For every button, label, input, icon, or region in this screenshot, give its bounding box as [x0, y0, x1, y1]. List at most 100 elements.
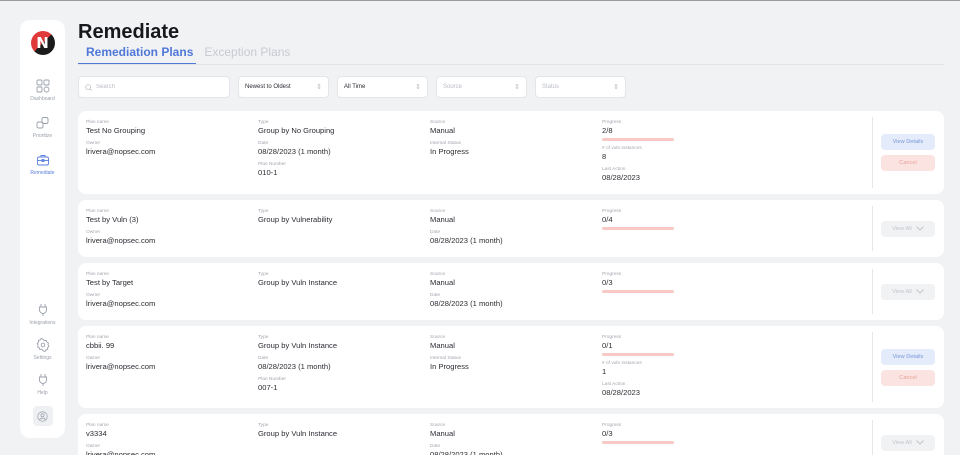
search-box[interactable]	[78, 76, 230, 98]
sort-select[interactable]: Newest to Oldest ⇕	[238, 76, 329, 98]
plan-name: Test by Vuln (3)	[86, 215, 139, 224]
sidebar-item-help[interactable]: Help	[20, 373, 65, 396]
plan-number: 010-1	[258, 168, 278, 177]
sidebar-item-settings[interactable]: Settings	[20, 338, 65, 361]
plan-card: Plan name cbbii. 99 Owner lrivera@nopsec.c…	[78, 326, 944, 408]
card-divider	[872, 332, 873, 402]
progress-bar	[602, 353, 674, 356]
field-label: Owner	[86, 293, 101, 298]
sidebar-item-label: Integrations	[29, 320, 56, 326]
select-arrows-icon: ⇕	[415, 84, 421, 91]
status-select-placeholder: Status	[542, 84, 560, 90]
card-actions: View All	[878, 414, 938, 455]
plan-type: Group by No Grouping	[258, 126, 335, 135]
select-arrows-icon: ⇕	[514, 84, 520, 91]
select-arrows-icon: ⇕	[316, 84, 322, 91]
progress-bar	[602, 441, 674, 444]
sidebar-item-label: Dashboard	[30, 96, 55, 102]
chevron-down-icon	[915, 440, 924, 445]
view-details-button[interactable]: View Details	[881, 134, 935, 150]
plug-icon	[38, 304, 47, 316]
sidebar-item-label: Prioritize	[32, 133, 53, 139]
card-divider	[872, 206, 873, 251]
field-label: Type	[258, 209, 269, 214]
user-avatar-button[interactable]	[32, 406, 53, 426]
sidebar-item-prioritize[interactable]: Prioritize	[20, 116, 65, 139]
progress-bar	[602, 227, 674, 230]
plan-progress: 0/1	[602, 341, 613, 350]
sort-select-value: Newest to Oldest	[245, 84, 291, 90]
plan-owner: lrivera@nopsec.com	[86, 299, 156, 308]
progress-bar	[602, 138, 674, 141]
select-arrows-icon: ⇕	[613, 84, 619, 91]
field-label: Type	[258, 423, 269, 428]
view-all-label: View All	[892, 439, 912, 446]
tab-exception-plans[interactable]: Exception Plans	[204, 45, 291, 59]
field-label: Source	[430, 209, 446, 214]
search-icon	[85, 83, 92, 91]
field-label: Owner	[86, 356, 101, 361]
time-select[interactable]: All Time ⇕	[337, 76, 428, 98]
field-label: Plan Number	[258, 162, 286, 167]
sidebar-item-integrations[interactable]: Integrations	[20, 303, 65, 326]
field-label: Plan Number	[258, 377, 286, 382]
cancel-button[interactable]: Cancel	[881, 155, 935, 171]
field-label: Source	[430, 423, 446, 428]
plan-source: Manual	[430, 278, 455, 287]
plan-name: cbbii. 99	[86, 341, 115, 350]
prioritize-icon	[36, 117, 48, 129]
card-actions: View All	[878, 263, 938, 320]
view-all-button[interactable]: View All	[881, 434, 935, 451]
plan-name: v3334	[86, 429, 107, 438]
plan-vuln-instances: 8	[602, 152, 607, 161]
tab-remediation-plans[interactable]: Remediation Plans	[78, 45, 197, 65]
field-label: Source	[430, 335, 446, 340]
plan-type: Group by Vulnerability	[258, 215, 333, 224]
field-label: Date	[430, 444, 441, 449]
time-select-value: All Time	[344, 84, 366, 90]
field-label: Type	[258, 120, 269, 125]
view-all-button[interactable]: View All	[881, 283, 935, 300]
sidebar: N Dashboard Prioritize Remediate Integra…	[20, 20, 65, 438]
field-label: Plan name	[86, 335, 109, 340]
plan-source: Manual	[430, 341, 455, 350]
view-all-button[interactable]: View All	[881, 220, 935, 237]
card-actions: View Details Cancel	[878, 111, 938, 194]
card-actions: View All	[878, 200, 938, 257]
field-label: Type	[258, 272, 269, 277]
field-label: Date	[430, 293, 441, 298]
field-label: Owner	[86, 141, 101, 146]
plan-progress: 2/8	[602, 126, 613, 135]
filter-bar: Newest to Oldest ⇕ All Time ⇕ Source ⇕ S…	[78, 76, 626, 98]
plan-source: Manual	[430, 126, 455, 135]
view-details-button[interactable]: View Details	[881, 348, 935, 365]
plan-type: Group by Vuln Instance	[258, 429, 338, 438]
plan-date: 08/28/2023 (1 month)	[430, 299, 503, 308]
plan-date: 08/28/2023 (1 month)	[258, 147, 331, 156]
source-select[interactable]: Source ⇕	[436, 76, 527, 98]
sidebar-item-remediate[interactable]: Remediate	[20, 153, 65, 176]
sidebar-item-label: Help	[37, 390, 48, 396]
tab-bar: Remediation Plans Exception Plans	[78, 45, 298, 65]
field-label: # of vuln instances	[602, 146, 642, 151]
chevron-down-icon	[915, 226, 924, 231]
nopsec-logo[interactable]: N	[30, 31, 55, 55]
search-input[interactable]	[96, 84, 216, 90]
plan-vuln-instances: 1	[602, 367, 607, 376]
field-label: Date	[258, 141, 269, 146]
plan-type: Group by Vuln Instance	[258, 278, 338, 287]
field-label: Owner	[86, 444, 101, 449]
gear-icon	[36, 338, 49, 352]
field-label: Plan name	[86, 272, 109, 277]
chevron-down-icon	[915, 289, 924, 294]
status-select[interactable]: Status ⇕	[535, 76, 626, 98]
field-label: Progress	[602, 335, 622, 340]
user-icon	[37, 410, 48, 422]
card-divider	[872, 269, 873, 314]
sidebar-item-dashboard[interactable]: Dashboard	[20, 79, 65, 102]
plan-card: Plan name v3334 Owner lrivera@nopsec.com T…	[78, 414, 944, 455]
plan-owner: lrivera@nopsec.com	[86, 147, 156, 156]
plan-source: Manual	[430, 215, 455, 224]
field-label: Plan name	[86, 423, 109, 428]
cancel-button[interactable]: Cancel	[881, 369, 935, 386]
